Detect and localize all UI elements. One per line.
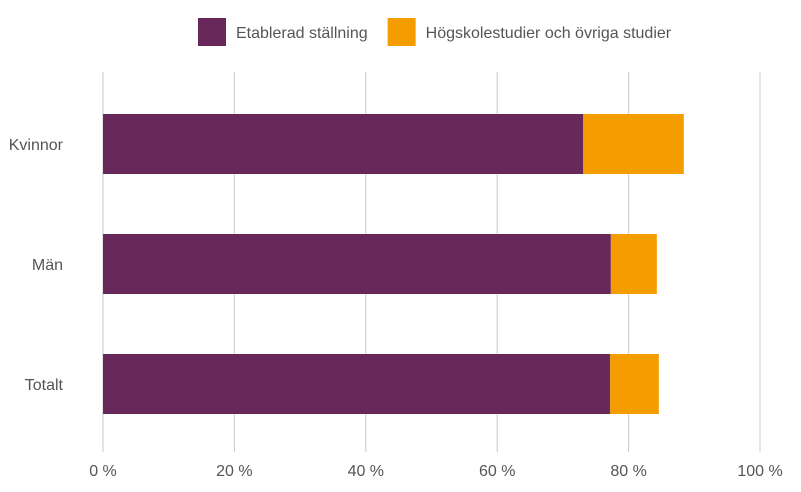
x-tick-label: 0 % [89,463,117,480]
y-tick-label: Män [32,257,63,274]
x-tick-label: 60 % [479,463,515,480]
bar-segment [610,234,657,294]
y-tick-label: Totalt [25,377,64,394]
legend-label: Etablerad ställning [236,25,368,42]
bar-segment [103,354,611,414]
x-tick-label: 80 % [610,463,646,480]
bar-segment [103,234,611,294]
bar-segment [103,114,584,174]
legend-swatch [198,18,226,46]
x-tick-label: 100 % [737,463,782,480]
legend-label: Högskolestudier och övriga studier [426,25,672,42]
y-tick-label: Kvinnor [9,137,64,154]
legend-swatch [387,18,416,46]
bar-segment [610,354,659,414]
x-tick-label: 40 % [348,463,384,480]
x-tick-label: 20 % [216,463,252,480]
bar-segment [583,114,684,174]
